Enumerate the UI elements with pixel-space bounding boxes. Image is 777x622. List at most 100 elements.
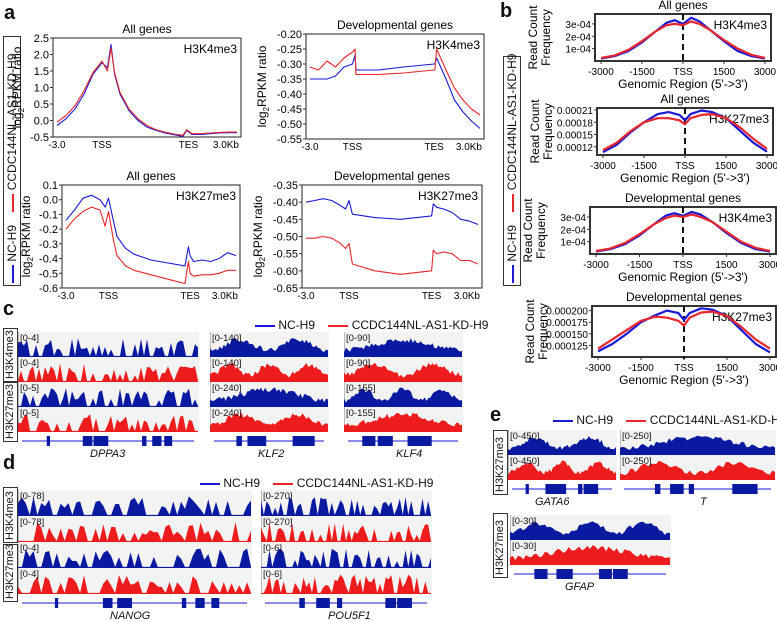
signal-area bbox=[510, 545, 670, 565]
y-tick-label: 0.000125 bbox=[546, 341, 588, 352]
signal-area bbox=[210, 387, 328, 407]
y-tick-label: 3e-04 bbox=[560, 213, 586, 224]
legend-e-nc-label: NC-H9 bbox=[576, 413, 614, 427]
signal-area bbox=[18, 496, 251, 516]
y-tick-label: 2.0 bbox=[34, 50, 49, 62]
gene-model bbox=[265, 598, 427, 608]
y-tick-label: -0.50 bbox=[273, 232, 298, 244]
x-tick-label: 3.0Kb bbox=[454, 291, 481, 302]
signal-area bbox=[261, 522, 431, 542]
signal-track bbox=[508, 436, 616, 455]
data-range-label: [0-6] bbox=[263, 543, 283, 554]
panel-label-c: c bbox=[3, 298, 15, 320]
chart-title: All genes bbox=[660, 92, 709, 106]
histone-mark-label: H3K27me3 bbox=[418, 189, 478, 203]
y-tick-label: -0.45 bbox=[277, 104, 302, 116]
legend-c: NC-H9 CCDC144NL-AS1-KD-H9 bbox=[255, 318, 488, 332]
gene-name: DPPA3 bbox=[90, 448, 126, 460]
exon-block bbox=[398, 598, 412, 608]
data-range-label: [0-250] bbox=[622, 431, 652, 442]
y-tick-label: -0.50 bbox=[277, 119, 302, 131]
signal-track bbox=[261, 548, 431, 568]
signal-area bbox=[508, 460, 616, 480]
data-range-label: [0-240] bbox=[212, 408, 242, 419]
series-line-nc-h9 bbox=[310, 54, 481, 129]
x-tick-label: 3000 bbox=[756, 161, 777, 172]
x-tick-label: 3.0Kb bbox=[213, 140, 240, 151]
signal-track bbox=[210, 412, 328, 432]
gene-model bbox=[22, 436, 194, 446]
exon-block bbox=[316, 598, 330, 608]
y-tick-label: 1e-04 bbox=[560, 238, 586, 249]
x-tick-label: -3.0 bbox=[48, 140, 66, 151]
y-axis-label: log2RPKM ratio bbox=[255, 45, 271, 127]
data-range-label: [0-78] bbox=[20, 491, 45, 502]
data-range-label: [0-140] bbox=[212, 358, 242, 369]
exon-block bbox=[247, 436, 262, 446]
y-tick-label: -0.55 bbox=[277, 134, 302, 146]
chart-title: Developmental genes bbox=[625, 191, 741, 205]
y-tick-label: -0.40 bbox=[277, 89, 302, 101]
panel-label-e: e bbox=[490, 404, 502, 426]
y-axis-label: Frequency bbox=[541, 103, 555, 160]
exon-block bbox=[380, 436, 393, 446]
series-line-kd-h9 bbox=[595, 213, 771, 252]
y-tick-label: 1.5 bbox=[34, 66, 49, 78]
exon-block bbox=[164, 436, 173, 446]
x-tick-label: -3.0 bbox=[301, 142, 319, 153]
series-line-kd-h9 bbox=[306, 235, 479, 275]
signal-track bbox=[210, 362, 328, 382]
chart-title: All genes bbox=[658, 0, 707, 12]
exon-block bbox=[102, 598, 113, 608]
x-tick-label: 3000 bbox=[759, 260, 777, 271]
x-tick-label: -3000 bbox=[588, 67, 614, 78]
mark-box-c-h3k27me3: H3K27me3 bbox=[3, 382, 18, 442]
data-range-label: [0-450] bbox=[510, 431, 540, 442]
data-range-label: [0-4] bbox=[20, 569, 40, 580]
exon-block bbox=[301, 436, 315, 446]
panel-label-d: d bbox=[3, 452, 16, 474]
signal-area bbox=[344, 338, 462, 357]
legend-line-nc-icon bbox=[255, 324, 275, 327]
data-range-label: [0-155] bbox=[346, 408, 376, 419]
panel-label-a: a bbox=[4, 2, 16, 24]
series-line-kd-h9 bbox=[597, 310, 771, 350]
exon-block bbox=[54, 598, 59, 608]
signal-area bbox=[210, 362, 328, 382]
y-axis-label: Frequency bbox=[539, 9, 553, 66]
x-tick-label: -3000 bbox=[583, 260, 609, 271]
y-tick-label: -0.5 bbox=[39, 268, 58, 280]
x-tick-label: -1500 bbox=[627, 260, 653, 271]
y-tick-label: -0.35 bbox=[273, 180, 298, 192]
series-line-kd-h9 bbox=[602, 112, 768, 152]
legend-e-kd-label: CCDC144NL-AS1-KD-H9 bbox=[649, 413, 777, 427]
signal-area bbox=[18, 388, 198, 407]
series-line-nc-h9 bbox=[597, 307, 771, 354]
legend-d: NC-H9 CCDC144NL-AS1-KD-H9 bbox=[200, 476, 433, 490]
exon-block bbox=[195, 598, 205, 608]
histone-mark-label: H3K4me3 bbox=[184, 42, 238, 56]
gene-model bbox=[22, 598, 247, 608]
signal-area bbox=[620, 435, 775, 455]
x-axis-label: Genomic Region (5'->3') bbox=[619, 373, 749, 387]
signal-area bbox=[210, 412, 328, 432]
series-line-kd-h9 bbox=[309, 48, 481, 116]
exon-block bbox=[93, 436, 109, 446]
signal-track bbox=[620, 435, 775, 455]
x-tick-label: 3000 bbox=[754, 67, 777, 78]
signal-track bbox=[344, 362, 462, 382]
gene-model bbox=[348, 436, 458, 446]
x-tick-label: TSS bbox=[92, 140, 112, 151]
y-axis-label: Frequency bbox=[534, 202, 548, 259]
data-range-label: [0-30] bbox=[512, 541, 537, 552]
data-range-label: [0-140] bbox=[212, 333, 242, 344]
legend-line-kd-icon bbox=[328, 324, 349, 327]
series-line-kd-h9 bbox=[56, 47, 237, 136]
y-axis-label: log2RPKM ratio bbox=[251, 195, 267, 277]
y-axis-label: Read Count bbox=[526, 5, 540, 70]
exon-block bbox=[545, 484, 556, 494]
y-tick-label: -0.3 bbox=[39, 239, 58, 251]
